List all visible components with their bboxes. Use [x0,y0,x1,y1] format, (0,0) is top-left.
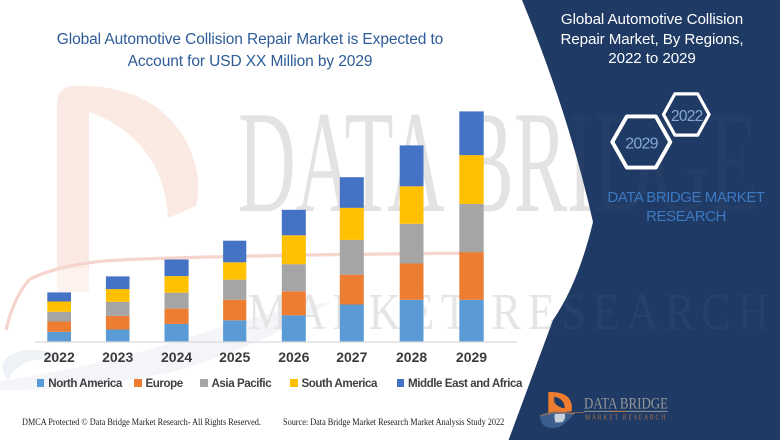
svg-text:MARKET RESEARCH: MARKET RESEARCH [248,284,776,341]
svg-text:DATA BRIDGE: DATA BRIDGE [584,394,668,413]
svg-text:MARKET RESEARCH: MARKET RESEARCH [585,414,667,422]
svg-text:2022: 2022 [671,108,703,125]
svg-text:2029: 2029 [625,136,658,153]
